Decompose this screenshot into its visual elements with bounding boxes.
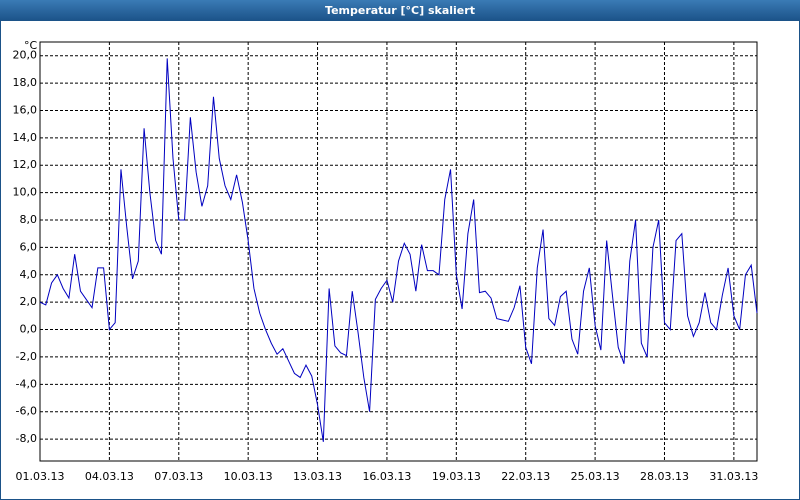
x-tick-label: 04.03.13 (85, 470, 134, 483)
y-tick-label: -8,0 (16, 432, 37, 445)
y-tick-label: 6,0 (20, 240, 38, 253)
x-tick-label: 22.03.13 (501, 470, 550, 483)
y-tick-label: 16,0 (13, 103, 38, 116)
y-tick-label: 0,0 (20, 323, 38, 336)
chart-title: Temperatur [°C] skaliert (325, 4, 475, 17)
x-tick-label: 10.03.13 (224, 470, 273, 483)
y-tick-label: 20,0 (13, 49, 38, 62)
plot-area (39, 41, 758, 462)
y-tick-label: 14,0 (13, 131, 38, 144)
x-tick-label: 28.03.13 (640, 470, 689, 483)
x-tick-label: 16.03.13 (362, 470, 411, 483)
y-tick-label: 8,0 (20, 213, 38, 226)
x-tick-label: 19.03.13 (432, 470, 481, 483)
x-tick-label: 25.03.13 (571, 470, 620, 483)
x-tick-label: 13.03.13 (293, 470, 342, 483)
y-tick-label: -4,0 (16, 377, 37, 390)
x-tick-label: 31.03.13 (709, 470, 758, 483)
y-tick-label: 18,0 (13, 76, 38, 89)
x-tick-label: 07.03.13 (154, 470, 203, 483)
y-tick-label: 2,0 (20, 295, 38, 308)
y-tick-label: 12,0 (13, 158, 38, 171)
y-tick-label: 4,0 (20, 268, 38, 281)
data-line (39, 58, 758, 442)
title-bar (0, 0, 800, 21)
y-unit: °C (24, 39, 38, 52)
x-tick-label: 01.03.13 (16, 470, 65, 483)
y-tick-label: 10,0 (13, 186, 38, 199)
y-tick-label: -2,0 (16, 350, 37, 363)
y-tick-label: -6,0 (16, 405, 37, 418)
